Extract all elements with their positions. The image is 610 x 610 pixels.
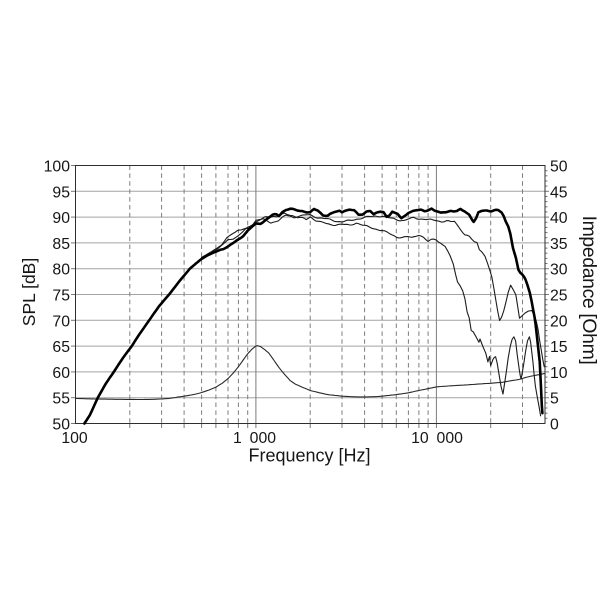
svg-text:50: 50	[52, 417, 70, 434]
svg-text:Impedance [Ohm]: Impedance [Ohm]	[578, 216, 600, 365]
svg-text:10 000: 10 000	[411, 430, 463, 447]
svg-text:1 000: 1 000	[233, 430, 276, 447]
svg-text:40: 40	[550, 210, 568, 227]
svg-text:15: 15	[550, 339, 568, 356]
svg-text:25: 25	[550, 288, 568, 305]
svg-text:100: 100	[61, 430, 88, 447]
svg-text:100: 100	[44, 159, 71, 176]
svg-text:85: 85	[52, 236, 70, 253]
svg-text:55: 55	[52, 391, 70, 408]
svg-text:SPL [dB]: SPL [dB]	[19, 258, 39, 326]
svg-text:5: 5	[550, 391, 559, 408]
svg-text:30: 30	[550, 262, 568, 279]
svg-text:35: 35	[550, 236, 568, 253]
svg-text:0: 0	[550, 417, 559, 434]
svg-text:50: 50	[550, 159, 568, 176]
svg-text:20: 20	[550, 313, 568, 330]
svg-text:95: 95	[52, 184, 70, 201]
svg-text:80: 80	[52, 262, 70, 279]
svg-text:75: 75	[52, 288, 70, 305]
svg-text:10: 10	[550, 365, 568, 382]
svg-text:60: 60	[52, 365, 70, 382]
svg-text:45: 45	[550, 184, 568, 201]
svg-text:Frequency [Hz]: Frequency [Hz]	[248, 446, 370, 466]
svg-text:70: 70	[52, 313, 70, 330]
svg-text:65: 65	[52, 339, 70, 356]
svg-text:90: 90	[52, 210, 70, 227]
